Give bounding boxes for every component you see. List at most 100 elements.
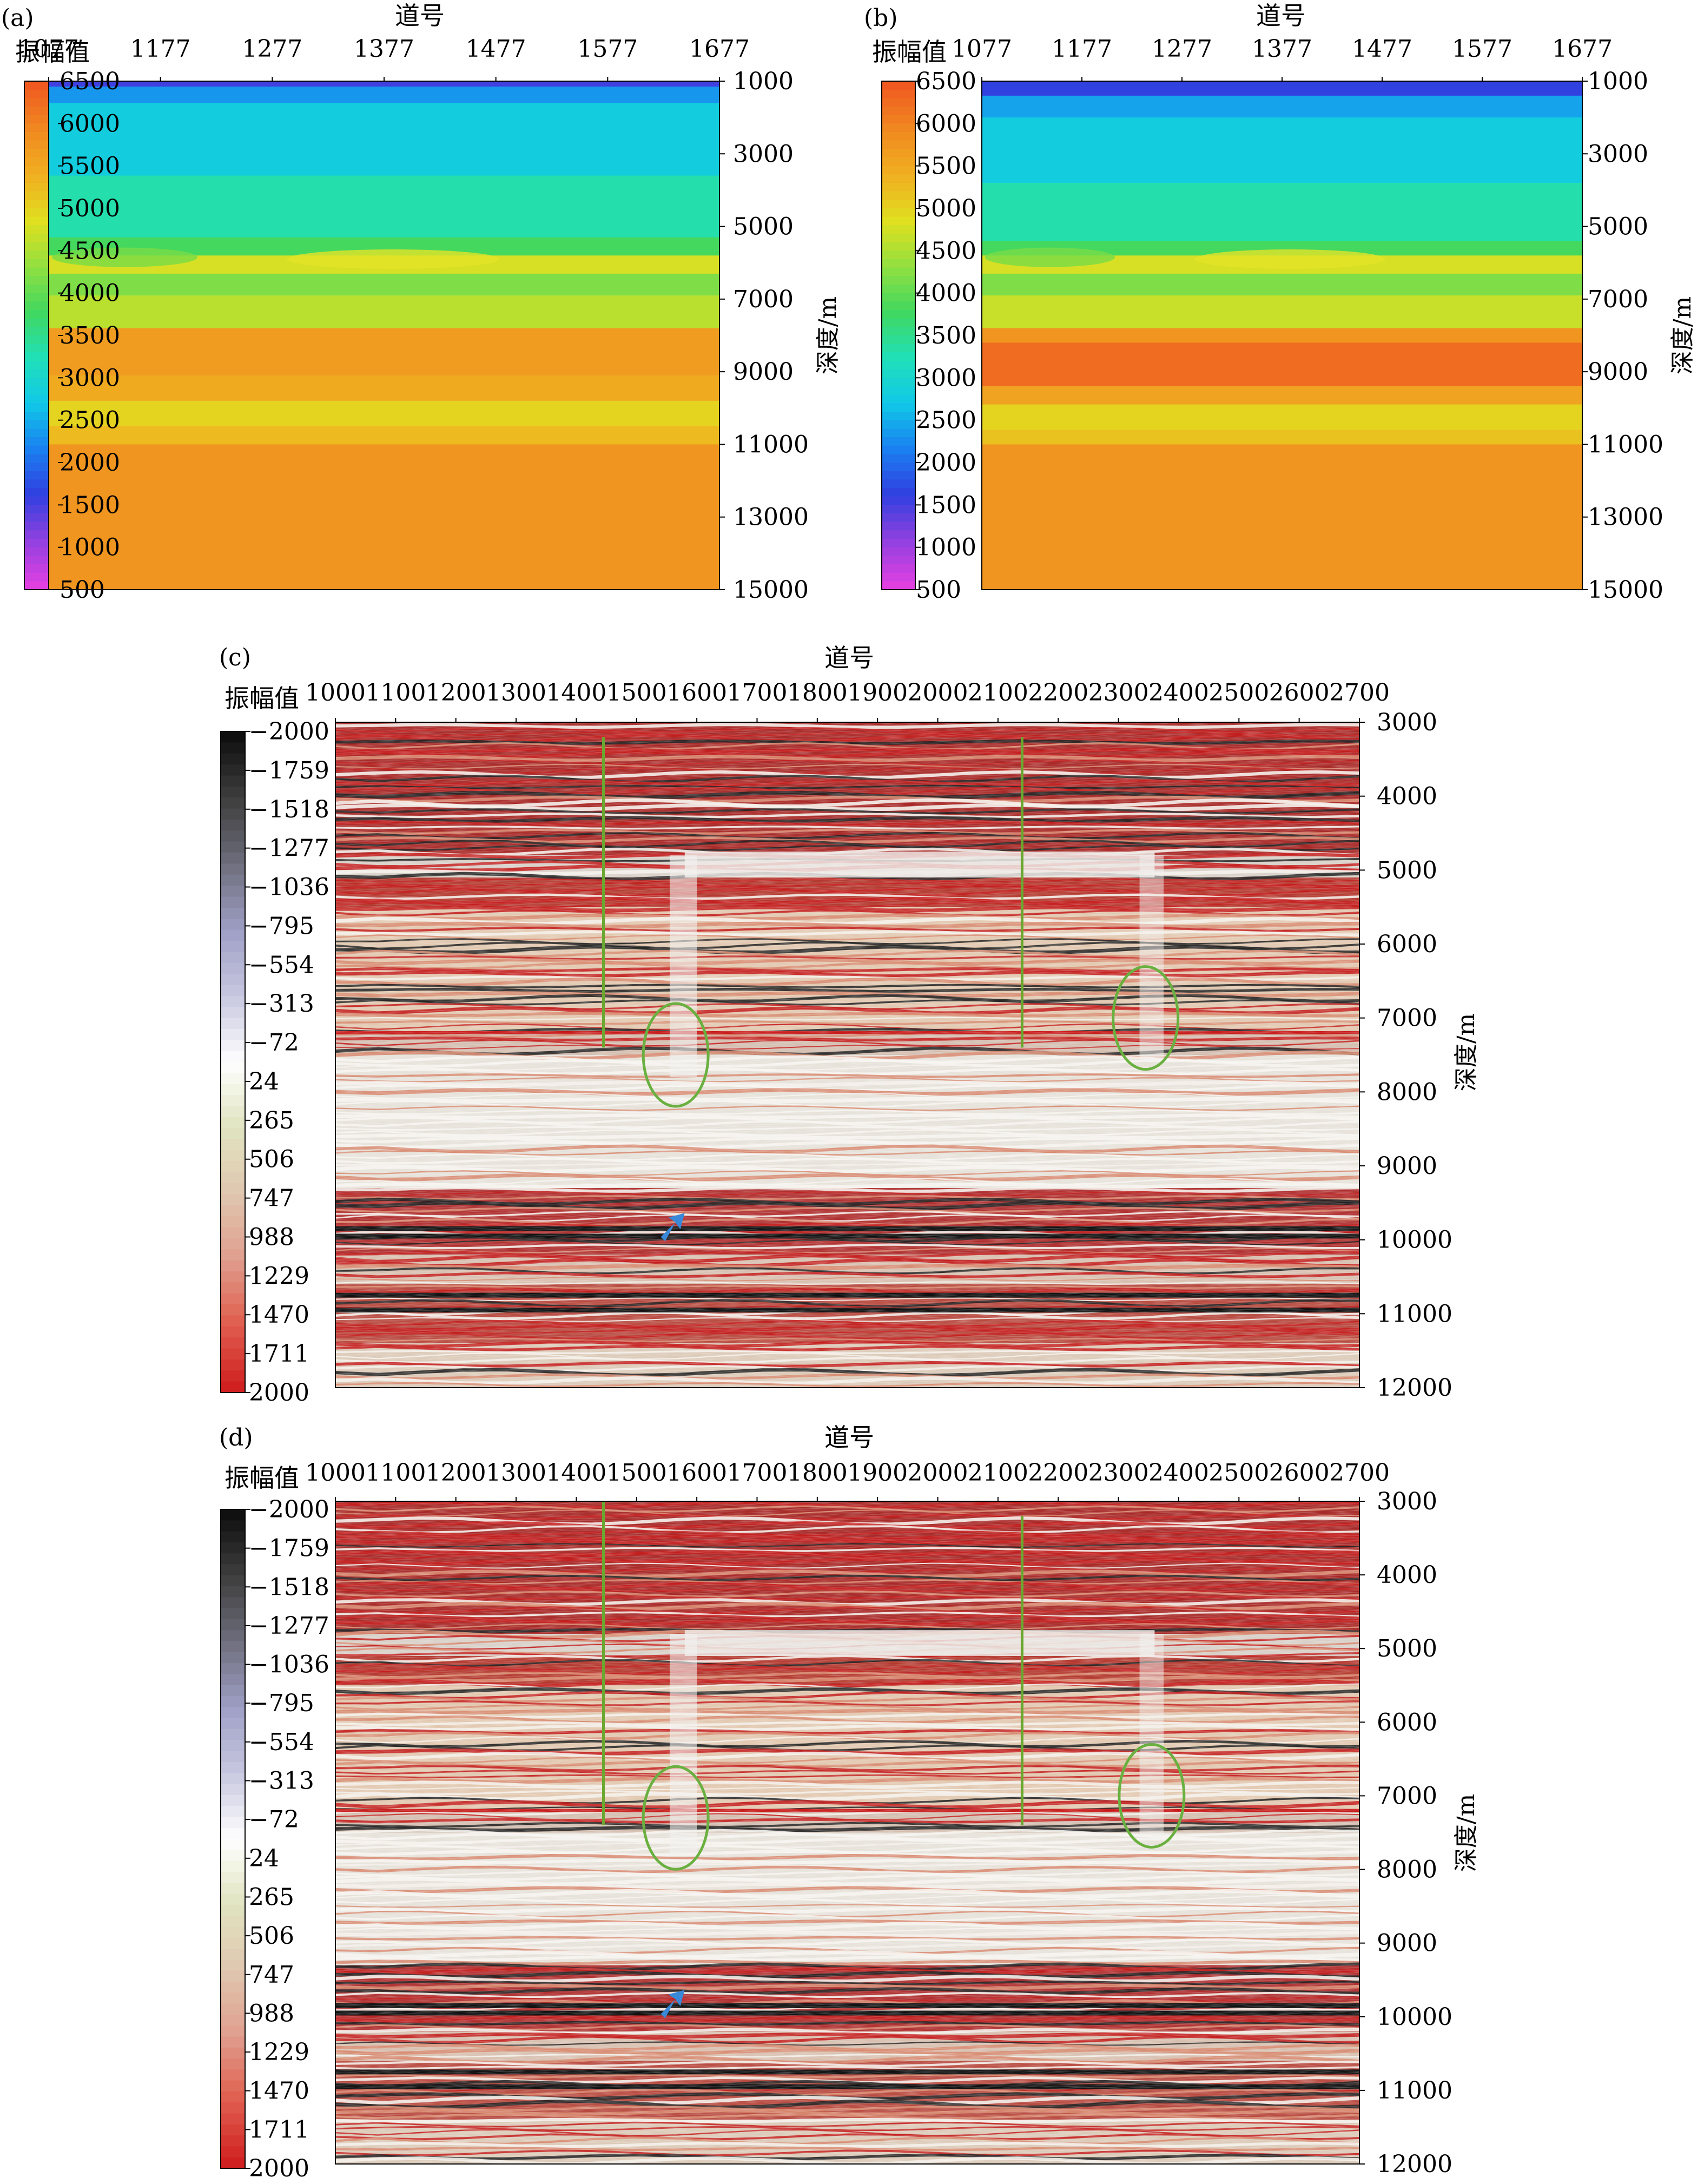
- x-tick-label: 1600: [666, 679, 727, 707]
- colorbar-cell: [221, 1761, 245, 1774]
- colorbar-cell: [221, 1106, 245, 1118]
- colorbar-cell: [221, 1718, 245, 1730]
- x-tick-label: 1600: [666, 1459, 727, 1487]
- x-tick-label: 1400: [546, 1459, 606, 1487]
- colorbar-cell: [221, 1260, 245, 1272]
- x-tick-label: 2100: [968, 1459, 1028, 1487]
- colorbar-cell: [882, 157, 915, 167]
- colorbar-cell: [221, 1663, 245, 1675]
- colorbar-cell: [221, 1608, 245, 1620]
- colorbar-cell: [221, 1784, 245, 1796]
- y-tick-label: 11000: [1377, 1300, 1452, 1328]
- velocity-layer: [49, 103, 719, 176]
- colorbar-cell: [221, 2135, 245, 2147]
- colorbar-tick-label: 265: [249, 1107, 294, 1134]
- plot-frame: [335, 722, 1360, 1388]
- colorbar-cell: [221, 1553, 245, 1565]
- colorbar-tick-label: 265: [249, 1883, 294, 1911]
- colorbar-tick-label: 3500: [60, 322, 120, 349]
- y-axis-title: 深度/m: [1452, 1794, 1480, 1872]
- colorbar-cell: [221, 1509, 245, 1521]
- colorbar-cell: [882, 403, 915, 412]
- colorbar-cell: [221, 775, 245, 787]
- colorbar-tick-label: 24: [249, 1845, 279, 1872]
- colorbar-cell: [221, 1018, 245, 1030]
- colorbar-tick-label: −795: [249, 912, 314, 940]
- colorbar-tick-label: −1518: [249, 796, 329, 823]
- x-tick-label: 1800: [787, 679, 848, 707]
- colorbar-cell: [221, 1161, 245, 1173]
- velocity-layer: [982, 444, 1582, 590]
- x-tick-label: 2200: [1028, 679, 1088, 707]
- colorbar-tick-label: 2000: [60, 449, 120, 477]
- x-tick-label: 1400: [546, 679, 606, 707]
- x-tick-labels: 1077 1177 1277 1377 1477 1577 1677: [952, 35, 1613, 81]
- x-tick-label: 2500: [1208, 679, 1269, 707]
- y-tick-labels: 3000 4000 5000 6000 7000 8000 9000 10000 11000 12…: [1359, 1488, 1452, 2178]
- colorbar-tick-label: 1000: [916, 534, 976, 562]
- seismic-texture: [335, 1501, 1359, 2164]
- colorbar-tick-label: 5500: [916, 153, 976, 180]
- colorbar-cell: [882, 327, 915, 336]
- colorbar-tick-label: 4000: [60, 280, 120, 307]
- colorbar-cell: [882, 285, 915, 294]
- x-tick-labels: 1000 1100 1200 1300 1400 1500 1600 1700 1800 1900…: [305, 1459, 1390, 1501]
- colorbar-cell: [221, 1674, 245, 1686]
- y-tick-label: 8000: [1377, 1856, 1437, 1884]
- colorbar-cell: [221, 1794, 245, 1807]
- colorbar-tick-label: 2500: [60, 407, 120, 434]
- colorbar-tick-label: 4500: [60, 237, 120, 265]
- colorbar-tick-label: 747: [249, 1185, 294, 1212]
- colorbar-tick-label: 4500: [916, 237, 976, 265]
- y-tick-label: 1000: [733, 68, 794, 95]
- colorbar-tick-label: 506: [249, 1146, 294, 1173]
- x-tick-labels: 1077 1177 1277 1377 1477 1577 1677: [18, 35, 750, 81]
- colorbar-cell: [221, 2069, 245, 2081]
- colorbar-cell: [221, 1531, 245, 1543]
- colorbar-cell: [221, 1740, 245, 1752]
- seismic-section: [335, 722, 1360, 1388]
- colorbar-cell: [221, 1893, 245, 1905]
- colorbar-cell: [221, 1817, 245, 1829]
- colorbar-tick-label: 4000: [916, 280, 976, 307]
- colorbar-cell: [221, 1183, 245, 1195]
- colorbar-cell: [221, 1850, 245, 1862]
- colorbar-cell: [221, 1564, 245, 1576]
- colorbar-cell: [221, 1696, 245, 1708]
- x-tick-label: 1000: [305, 1459, 366, 1487]
- colorbar-cell: [221, 1326, 245, 1338]
- colorbar-cell: [221, 1150, 245, 1162]
- panel-a: (a) 道号 振幅值 深度/m 1077 1177 1277 1377 1477 1577…: [1, 1, 842, 604]
- colorbar-cell: [882, 98, 915, 107]
- colorbar-cell: [882, 276, 915, 285]
- colorbar-cell: [221, 1959, 245, 1971]
- colorbar-cell: [221, 1293, 245, 1305]
- colorbar-tick-label: 506: [249, 1922, 294, 1950]
- colorbar-cell: [882, 556, 915, 565]
- colorbar-cell: [221, 1630, 245, 1642]
- colorbar-frame: [220, 731, 246, 1393]
- x-tick-label: 1900: [847, 679, 908, 707]
- colorbar-cell: [221, 1970, 245, 1982]
- colorbar-cell: [882, 191, 915, 201]
- colorbar-cell: [221, 1139, 245, 1151]
- velocity-lens: [1195, 249, 1385, 269]
- colorbar-cell: [882, 216, 915, 226]
- colorbar-cell: [882, 89, 915, 99]
- colorbar-cell: [221, 1062, 245, 1074]
- y-tick-label: 15000: [733, 576, 809, 604]
- colorbar-cell: [221, 940, 245, 953]
- colorbar-tick-label: −313: [249, 990, 314, 1018]
- x-tick-label: 2600: [1269, 1459, 1330, 1487]
- y-axis-title: 深度/m: [1452, 1013, 1480, 1092]
- colorbar-cell: [221, 2080, 245, 2092]
- colorbar-cell: [882, 539, 915, 548]
- colorbar-cell: [221, 1238, 245, 1250]
- colorbar-cell: [221, 896, 245, 908]
- y-tick-label: 13000: [733, 504, 809, 531]
- colorbar-cell: [882, 369, 915, 379]
- colorbar-tick-labels: 6500 6000 5500 5000 4500 4000 3500 3000 2500 2000…: [915, 68, 976, 604]
- velocity-layer: [49, 444, 719, 590]
- colorbar-cell: [882, 488, 915, 497]
- panel-d: (d) 道号 振幅值 深度/m 1000 1100 1200 1300 1400 1500…: [219, 1423, 1480, 2182]
